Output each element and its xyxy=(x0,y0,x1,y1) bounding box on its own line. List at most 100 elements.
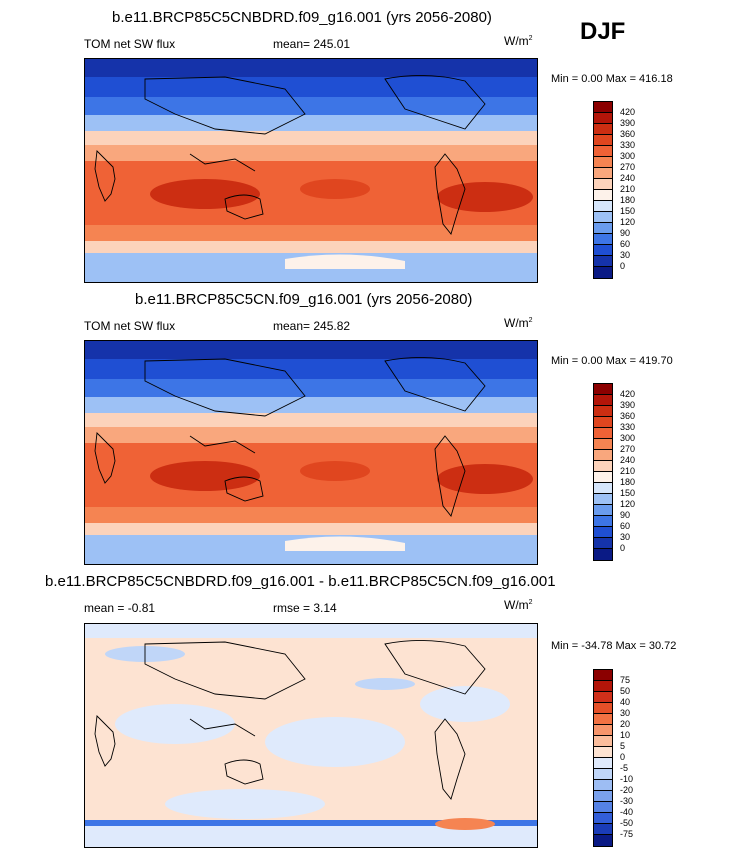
panel1-mean-label: mean= 245.01 xyxy=(273,37,351,51)
colorbar-tick-label: 360 xyxy=(620,411,636,421)
colorbar-segment xyxy=(594,494,612,505)
panel2-units: W/m2 xyxy=(504,316,533,330)
colorbar-segment xyxy=(594,201,612,212)
colorbar-tick-label: 180 xyxy=(620,195,636,205)
colorbar-segment xyxy=(594,714,612,725)
colorbar-tick-label: 270 xyxy=(620,162,636,172)
panel1-title: b.e11.BRCP85C5CNBDRD.f09_g16.001 (yrs 20… xyxy=(112,9,492,26)
colorbar-tick-label: 210 xyxy=(620,184,636,194)
colorbar-tick-label: -50 xyxy=(620,818,634,828)
colorbar-tick-label: 300 xyxy=(620,433,636,443)
colorbar-segment xyxy=(594,758,612,769)
panel2-mean-label: mean= 245.82 xyxy=(273,319,351,333)
colorbar-segment xyxy=(594,747,612,758)
panel2-units-sup: 2 xyxy=(528,317,533,324)
colorbar-segment xyxy=(594,417,612,428)
colorbar-segment xyxy=(594,538,612,549)
colorbar-tick-label: 0 xyxy=(620,261,626,271)
colorbar-tick-label: 40 xyxy=(620,697,631,707)
panel3-title: b.e11.BRCP85C5CNBDRD.f09_g16.001 - b.e11… xyxy=(45,573,556,590)
panel2-colorbar xyxy=(593,383,613,561)
colorbar-tick-label: -20 xyxy=(620,785,634,795)
colorbar-tick-label: 420 xyxy=(620,107,636,117)
colorbar-segment xyxy=(594,835,612,846)
panel2-variable-label: TOM net SW flux xyxy=(84,319,176,333)
colorbar-segment xyxy=(594,135,612,146)
panel3-units-sup: 2 xyxy=(528,599,533,606)
panel3-rmse-label: rmse = 3.14 xyxy=(273,601,337,615)
colorbar-segment xyxy=(594,384,612,395)
colorbar-segment xyxy=(594,395,612,406)
panel1-units-text: W/m xyxy=(504,34,529,48)
colorbar-tick-label: 60 xyxy=(620,239,631,249)
colorbar-segment xyxy=(594,428,612,439)
colorbar-tick-label: -40 xyxy=(620,807,634,817)
colorbar-segment xyxy=(594,113,612,124)
panel2-units-text: W/m xyxy=(504,316,529,330)
colorbar-segment xyxy=(594,549,612,560)
season-label: DJF xyxy=(580,18,626,45)
colorbar-tick-label: 120 xyxy=(620,499,636,509)
panel1-variable-label: TOM net SW flux xyxy=(84,37,176,51)
colorbar-tick-label: 330 xyxy=(620,422,636,432)
colorbar-tick-label: 0 xyxy=(620,543,626,553)
colorbar-tick-label: 210 xyxy=(620,466,636,476)
colorbar-segment xyxy=(594,824,612,835)
colorbar-segment xyxy=(594,212,612,223)
panel1-map-plot xyxy=(85,59,537,282)
colorbar-segment xyxy=(594,483,612,494)
colorbar-segment xyxy=(594,527,612,538)
colorbar-segment xyxy=(594,234,612,245)
colorbar-segment xyxy=(594,406,612,417)
panel2-map xyxy=(84,340,538,565)
colorbar-segment xyxy=(594,190,612,201)
colorbar-segment xyxy=(594,670,612,681)
colorbar-segment xyxy=(594,802,612,813)
colorbar-tick-label: 75 xyxy=(620,675,631,685)
colorbar-tick-label: -30 xyxy=(620,796,634,806)
colorbar-tick-label: -10 xyxy=(620,774,634,784)
colorbar-tick-label: 90 xyxy=(620,228,631,238)
colorbar-segment xyxy=(594,813,612,824)
panel2-min-max: Min = 0.00 Max = 419.70 xyxy=(551,355,673,367)
colorbar-segment xyxy=(594,157,612,168)
colorbar-segment xyxy=(594,472,612,483)
colorbar-segment xyxy=(594,791,612,802)
panel3-map-plot xyxy=(85,624,537,847)
colorbar-segment xyxy=(594,725,612,736)
colorbar-segment xyxy=(594,780,612,791)
colorbar-tick-label: 300 xyxy=(620,151,636,161)
colorbar-segment xyxy=(594,168,612,179)
colorbar-segment xyxy=(594,736,612,747)
colorbar-tick-label: -5 xyxy=(620,763,629,773)
colorbar-segment xyxy=(594,769,612,780)
panel3-colorbar xyxy=(593,669,613,847)
panel1-min-max: Min = 0.00 Max = 416.18 xyxy=(551,73,673,85)
colorbar-tick-label: 150 xyxy=(620,488,636,498)
colorbar-tick-label: 180 xyxy=(620,477,636,487)
colorbar-tick-label: 270 xyxy=(620,444,636,454)
panel2-title: b.e11.BRCP85C5CN.f09_g16.001 (yrs 2056-2… xyxy=(135,291,473,308)
colorbar-segment xyxy=(594,102,612,113)
colorbar-segment xyxy=(594,179,612,190)
colorbar-tick-label: 420 xyxy=(620,389,636,399)
panel1-map xyxy=(84,58,538,283)
colorbar-segment xyxy=(594,267,612,278)
panel1-units-sup: 2 xyxy=(528,35,533,42)
colorbar-segment xyxy=(594,245,612,256)
panel2-map-plot xyxy=(85,341,537,564)
colorbar-tick-label: -75 xyxy=(620,829,634,839)
colorbar-tick-label: 10 xyxy=(620,730,631,740)
colorbar-tick-label: 30 xyxy=(620,708,631,718)
colorbar-tick-label: 150 xyxy=(620,206,636,216)
colorbar-segment xyxy=(594,450,612,461)
colorbar-tick-label: 240 xyxy=(620,455,636,465)
colorbar-segment xyxy=(594,692,612,703)
panel3-map xyxy=(84,623,538,848)
colorbar-segment xyxy=(594,505,612,516)
colorbar-tick-label: 0 xyxy=(620,752,626,762)
colorbar-segment xyxy=(594,124,612,135)
panel1-colorbar xyxy=(593,101,613,279)
colorbar-tick-label: 30 xyxy=(620,250,631,260)
colorbar-tick-label: 330 xyxy=(620,140,636,150)
